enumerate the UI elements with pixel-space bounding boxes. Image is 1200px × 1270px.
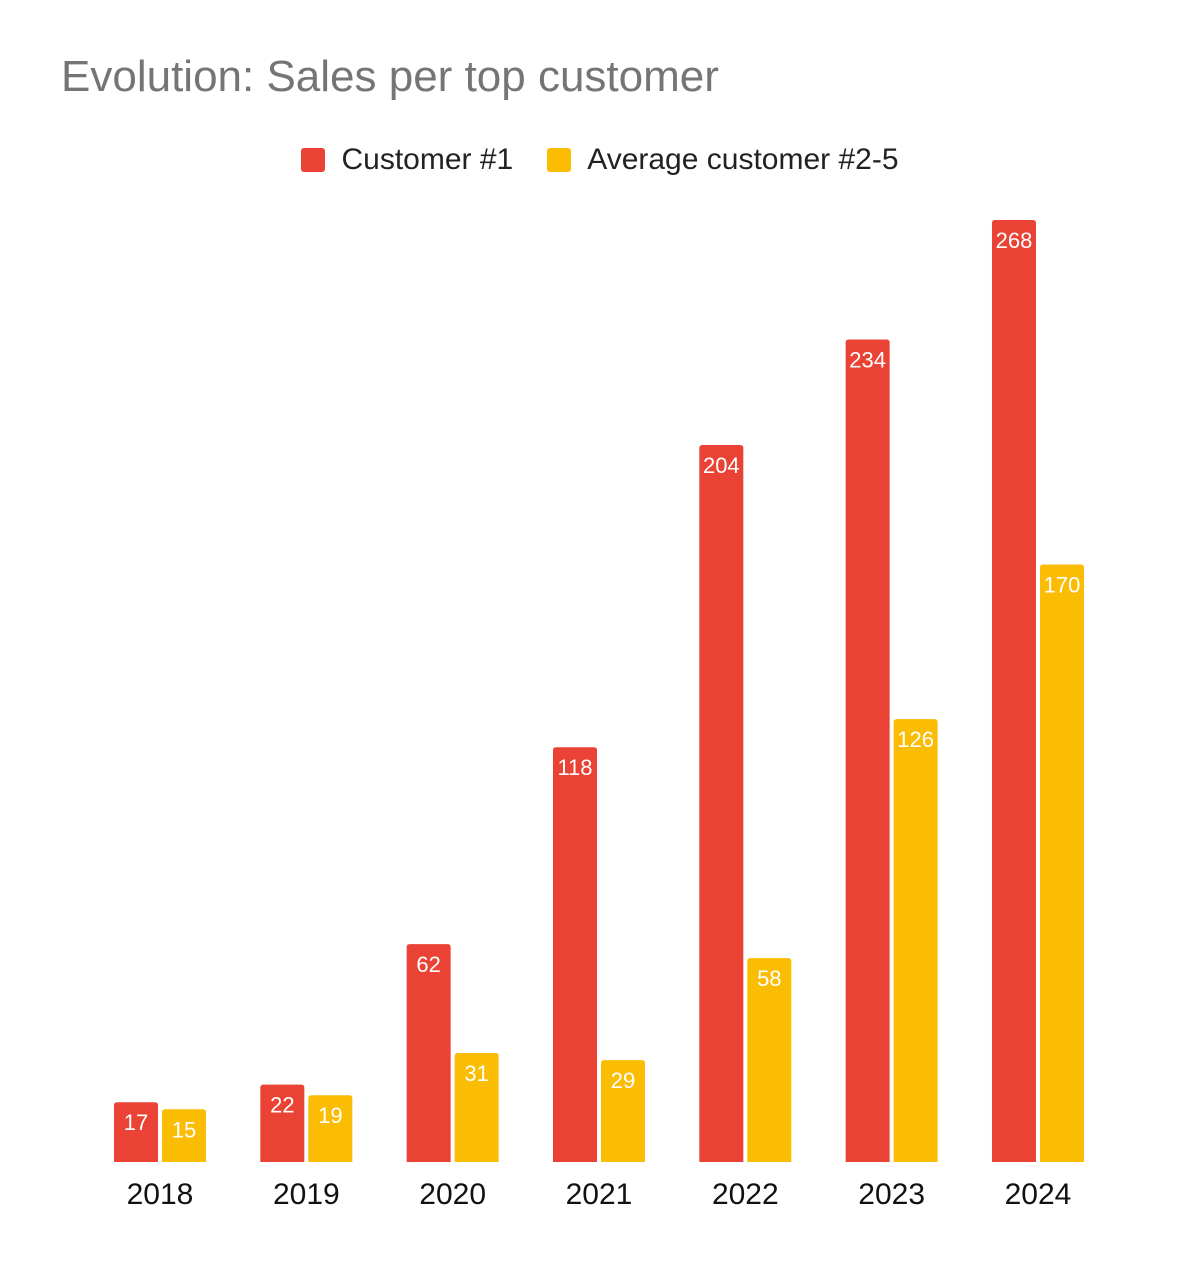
data-label-series-2-2019: 19 <box>318 1103 342 1128</box>
data-label-series-2-2022: 58 <box>757 966 781 991</box>
legend-label-series-2: Average customer #2-5 <box>587 143 899 176</box>
x-tick-label-2022: 2022 <box>712 1178 779 1211</box>
bar-series-1-2021[interactable] <box>552 747 597 1162</box>
data-label-series-2-2023: 126 <box>897 727 934 752</box>
chart-legend: Customer #1 Average customer #2-5 <box>0 143 1200 177</box>
bar-series-2-2023[interactable] <box>893 719 938 1162</box>
x-tick-label-2024: 2024 <box>1005 1178 1072 1211</box>
x-tick-label-2021: 2021 <box>566 1178 633 1211</box>
bar-series-2-2019[interactable] <box>308 1095 353 1162</box>
bar-series-2-2022[interactable] <box>747 958 792 1162</box>
legend-swatch-series-2 <box>547 148 572 172</box>
bar-series-2-2018[interactable] <box>162 1109 206 1162</box>
x-tick-label-2018: 2018 <box>127 1178 194 1211</box>
data-label-series-1-2022: 204 <box>703 453 740 478</box>
legend-item-series-2[interactable]: Average customer #2-5 <box>547 143 899 177</box>
x-tick-label-2020: 2020 <box>419 1178 486 1211</box>
legend-swatch-series-1 <box>301 148 326 172</box>
data-label-series-1-2023: 234 <box>849 348 886 373</box>
bar-series-2-2024[interactable] <box>1039 564 1084 1162</box>
x-tick-label-2019: 2019 <box>273 1178 340 1211</box>
data-label-series-1-2020: 62 <box>416 952 440 977</box>
data-label-series-1-2024: 268 <box>996 228 1033 253</box>
x-tick-label-2023: 2023 <box>858 1178 925 1211</box>
data-label-series-2-2021: 29 <box>611 1068 635 1093</box>
data-label-series-1-2019: 22 <box>270 1093 294 1118</box>
data-label-series-2-2018: 15 <box>172 1117 196 1142</box>
bar-series-2-2020[interactable] <box>454 1053 499 1162</box>
data-label-series-1-2018: 17 <box>124 1110 148 1135</box>
bar-series-1-2020[interactable] <box>406 944 451 1162</box>
bar-series-1-2018[interactable] <box>114 1102 158 1162</box>
data-label-series-2-2024: 170 <box>1044 572 1081 597</box>
legend-item-series-1[interactable]: Customer #1 <box>301 143 513 177</box>
bar-series-1-2024[interactable] <box>991 220 1036 1162</box>
bar-series-1-2023[interactable] <box>845 339 890 1163</box>
data-label-series-1-2021: 118 <box>557 755 592 780</box>
chart-title: Evolution: Sales per top customer <box>61 52 719 101</box>
bar-series-1-2019[interactable] <box>260 1084 305 1162</box>
bar-series-2-2021[interactable] <box>600 1060 645 1162</box>
bar-series-1-2022[interactable] <box>699 444 744 1163</box>
legend-label-series-1: Customer #1 <box>341 143 514 176</box>
data-label-series-2-2020: 31 <box>464 1061 488 1086</box>
